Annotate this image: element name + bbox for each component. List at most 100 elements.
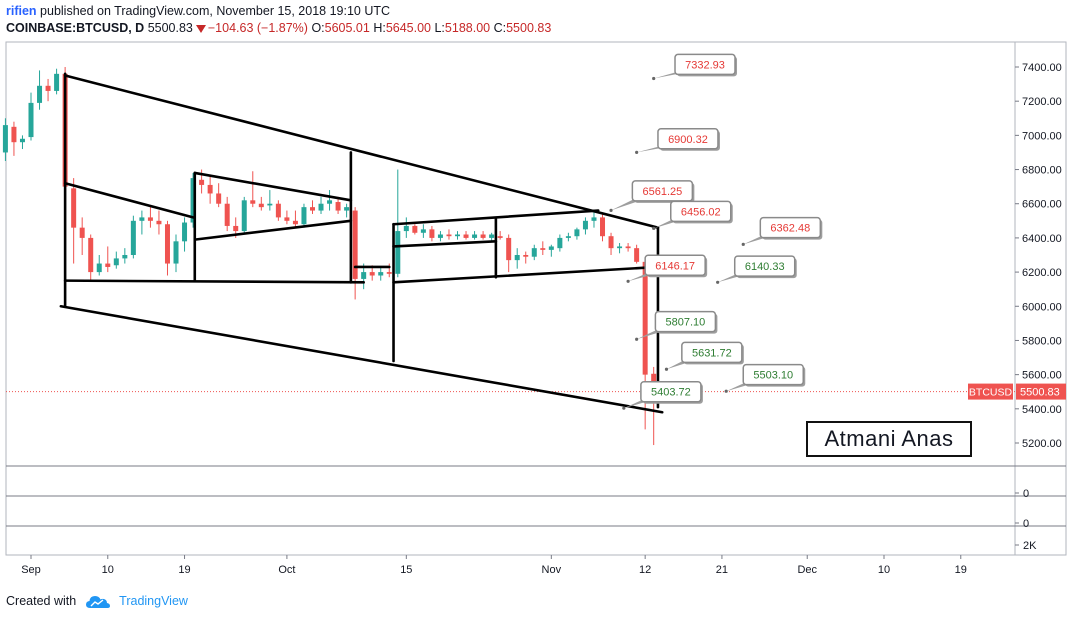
candle (429, 225, 435, 242)
trendline (63, 181, 195, 219)
candle-body (156, 220, 162, 225)
candle (420, 224, 426, 238)
candle-body (455, 234, 460, 237)
candle (182, 217, 188, 252)
high-label: H: (373, 21, 386, 35)
callout-box (759, 216, 822, 239)
callout-pointer (666, 359, 698, 370)
candle-body (403, 225, 409, 232)
ohlc-line: COINBASE:BTCUSD, D 5500.83 −104.63 (−1.87… (6, 21, 551, 35)
candle (54, 68, 60, 95)
footer: Created with TradingView (6, 594, 188, 609)
callout-anchor (622, 406, 626, 410)
candle-body (301, 207, 307, 225)
callout-anchor (716, 280, 720, 284)
candle-body (327, 200, 333, 204)
trendline (63, 74, 660, 229)
candle-body (420, 229, 426, 233)
candle (540, 241, 546, 255)
sub-panel-label: 0 (1023, 488, 1029, 500)
time-tick-label: 12 (639, 564, 651, 576)
tradingview-cloud-icon (85, 595, 110, 608)
candle-body (318, 203, 324, 211)
candle (455, 231, 460, 240)
price-callout: 6362.48 (741, 216, 823, 246)
callout-anchor (635, 150, 639, 154)
candle (37, 70, 43, 110)
price-callout: 5503.10 (724, 363, 806, 393)
callout-pointer (636, 145, 674, 153)
candle-body (11, 126, 17, 143)
low-label: L: (434, 21, 445, 35)
published-line: rifien published on TradingView.com, Nov… (6, 4, 390, 18)
callout-box (681, 341, 743, 364)
tradingview-brand[interactable]: TradingView (119, 594, 188, 608)
candle-body (224, 203, 230, 226)
candle-body (113, 258, 119, 266)
candle (258, 196, 264, 211)
time-tick-label: 19 (955, 564, 967, 576)
callout-box (670, 200, 732, 223)
candle (147, 207, 153, 228)
callout-label: 5503.10 (753, 370, 793, 382)
created-with-text: Created with (6, 594, 77, 608)
candle-body (79, 227, 85, 238)
candle (472, 231, 478, 240)
candle-body (506, 237, 512, 261)
callout-box (644, 254, 706, 277)
candle-body (284, 217, 290, 221)
callout-box (640, 380, 702, 403)
candle-body (463, 234, 469, 238)
candle-body (275, 203, 281, 218)
candle-body (582, 220, 588, 230)
candle (292, 210, 298, 228)
candle-body (182, 222, 188, 242)
callout-label: 7332.93 (685, 59, 725, 71)
candle-body (361, 272, 367, 279)
time-tick-label: 15 (400, 564, 412, 576)
price-tick-label: 6400.00 (1022, 233, 1062, 245)
candle (378, 266, 384, 281)
candle-body (591, 217, 597, 221)
candle (113, 251, 119, 269)
callout-label: 5403.72 (651, 387, 691, 399)
candle (207, 176, 213, 204)
low-value: 5188.00 (444, 21, 491, 35)
callout-label: 5631.72 (692, 347, 732, 359)
candle (446, 229, 452, 240)
price-tag: 5500.83 (1020, 387, 1060, 399)
callout-anchor (652, 76, 656, 81)
price-tick-label: 5600.00 (1022, 370, 1062, 382)
callout-anchor (724, 389, 728, 393)
candle-body (147, 217, 153, 221)
candle-body (480, 234, 486, 238)
price-tick-label: 6600.00 (1022, 199, 1062, 211)
candle (11, 121, 17, 156)
time-tick-label: Oct (278, 564, 295, 576)
callout-box (631, 180, 694, 202)
candle (335, 196, 341, 214)
candle-body (378, 272, 384, 276)
candle (88, 234, 94, 281)
time-tick-label: 21 (716, 564, 728, 576)
price-tick-label: 5800.00 (1022, 335, 1062, 347)
candle-body (634, 248, 640, 262)
price-callout: 6140.33 (716, 255, 797, 284)
close-label: C: (493, 21, 507, 35)
callout-anchor (626, 279, 630, 283)
candle (156, 210, 162, 235)
author-name[interactable]: rifien (6, 4, 37, 18)
price-tick-label: 7200.00 (1022, 96, 1062, 108)
candle (71, 178, 77, 264)
candle (352, 207, 358, 300)
candle (412, 224, 418, 235)
candle-body (258, 203, 264, 208)
candle (497, 231, 503, 240)
sub-panel-label: 0 (1023, 518, 1029, 530)
price-callout: 6146.17 (626, 254, 708, 283)
candle-body (531, 248, 537, 257)
candle (309, 200, 315, 214)
callout-box (654, 310, 717, 333)
candle-body (173, 241, 179, 264)
